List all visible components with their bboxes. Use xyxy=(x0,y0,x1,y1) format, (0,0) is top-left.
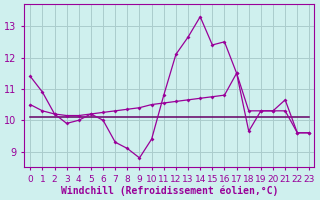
X-axis label: Windchill (Refroidissement éolien,°C): Windchill (Refroidissement éolien,°C) xyxy=(60,185,278,196)
